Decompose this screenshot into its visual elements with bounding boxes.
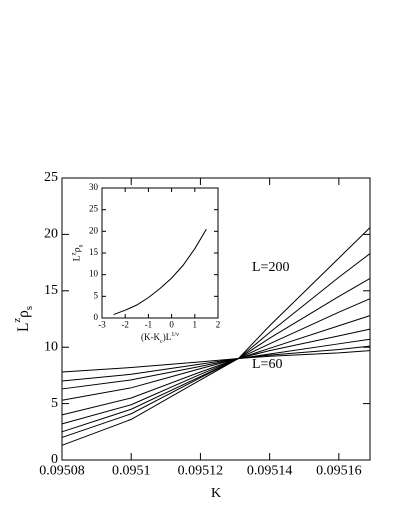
- x-tick-label: 0.09516: [316, 463, 362, 478]
- y-tick-label: 10: [89, 269, 99, 279]
- y-tick-label: 30: [89, 182, 99, 192]
- y-tick-label: 15: [44, 283, 58, 298]
- y-tick-label: 5: [51, 396, 58, 411]
- y-tick-label: 20: [89, 225, 99, 235]
- y-tick-label: 5: [94, 290, 99, 300]
- label-part: ρ: [15, 310, 32, 318]
- y-axis-label: Lzρs: [71, 244, 85, 261]
- label-part: z: [71, 252, 78, 255]
- label-part: (K-K: [141, 332, 160, 342]
- x-tick-label: 0.0951: [112, 463, 151, 478]
- label-part: s: [24, 306, 36, 310]
- series-line: [61, 350, 371, 373]
- label-part: c: [160, 338, 163, 345]
- x-tick-label: 1: [193, 319, 198, 329]
- series-line: [113, 228, 207, 316]
- x-tick-label: 0.09512: [178, 463, 224, 478]
- label-part: z: [12, 318, 24, 323]
- y-tick-label: 0: [51, 452, 58, 467]
- y-axis-label: Lzρs: [12, 306, 36, 332]
- y-tick-label: 25: [89, 204, 99, 214]
- plot-frame: [101, 187, 219, 319]
- label-part: 1/ν: [171, 331, 179, 338]
- label-part: s: [78, 244, 85, 247]
- x-tick-label: -2: [121, 319, 129, 329]
- x-tick-label: 0: [169, 319, 174, 329]
- label-part: )L: [163, 332, 172, 342]
- annotation: L=200: [252, 260, 289, 275]
- x-tick-label: 2: [216, 319, 221, 329]
- x-axis-label: K: [211, 486, 221, 501]
- y-tick-label: 25: [44, 170, 58, 185]
- x-axis-label: (K-Kc)L1/ν: [141, 331, 179, 345]
- y-tick-label: 0: [94, 312, 99, 322]
- y-tick-label: 10: [44, 339, 58, 354]
- label-part: L: [15, 323, 32, 332]
- x-tick-label: 0.09514: [247, 463, 293, 478]
- annotation: L=60: [252, 357, 282, 372]
- label-part: L: [72, 255, 83, 261]
- y-tick-label: 15: [89, 247, 99, 257]
- x-tick-label: -3: [98, 319, 106, 329]
- y-tick-label: 20: [44, 227, 58, 242]
- x-tick-label: -1: [145, 319, 153, 329]
- label-part: ρ: [72, 247, 83, 252]
- x-tick-label: 0.09508: [39, 463, 85, 478]
